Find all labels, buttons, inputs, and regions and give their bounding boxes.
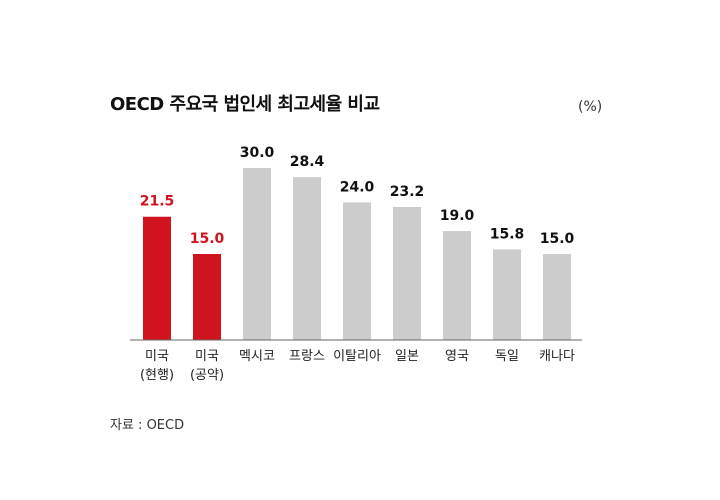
value-label-2: 30.0 (240, 145, 275, 161)
category-label-4: 이탈리아 (333, 349, 381, 364)
value-label-4: 24.0 (340, 179, 375, 195)
category-label-1-line-0: 미국 (195, 349, 219, 364)
category-label-5: 일본 (395, 349, 419, 364)
value-label-3: 28.4 (290, 154, 325, 170)
category-label-0-line-1: (현행) (140, 367, 174, 383)
bar-5 (393, 206, 421, 340)
bars-group (143, 168, 571, 340)
value-label-8: 15.0 (540, 231, 575, 247)
bar-8 (543, 254, 571, 340)
value-label-5: 23.2 (390, 184, 425, 200)
category-label-6: 영국 (445, 349, 469, 364)
category-label-3: 프랑스 (289, 349, 325, 364)
value-labels-group: 21.5 15.0 30.0 28.4 24.0 23.2 19.0 15.8 15.0 (140, 145, 575, 247)
chart-title: OECD 주요국 법인세 최고세율 비교 (110, 94, 380, 115)
category-label-7: 독일 (495, 349, 519, 364)
bar-2 (243, 168, 271, 340)
category-labels-group: 미국 (현행) 미국 (공약) 멕시코 프랑스 이탈리아 일본 영국 독일 캐나다 (140, 349, 575, 383)
category-label-0-line-0: 미국 (145, 349, 169, 364)
category-label-2: 멕시코 (239, 349, 275, 364)
value-label-0: 21.5 (140, 194, 175, 210)
bar-6 (443, 231, 471, 340)
bar-0 (143, 216, 171, 340)
bar-3 (293, 177, 321, 340)
value-label-1: 15.0 (190, 231, 225, 247)
bar-4 (343, 202, 371, 340)
value-label-7: 15.8 (490, 226, 525, 242)
unit-label: (%) (578, 99, 603, 115)
category-label-1-line-1: (공약) (190, 368, 224, 383)
bar-1 (193, 254, 221, 340)
category-label-8: 캐나다 (539, 349, 575, 364)
bar-7 (493, 249, 521, 340)
source-note: 자료 : OECD (110, 418, 185, 433)
value-label-6: 19.0 (440, 208, 475, 224)
